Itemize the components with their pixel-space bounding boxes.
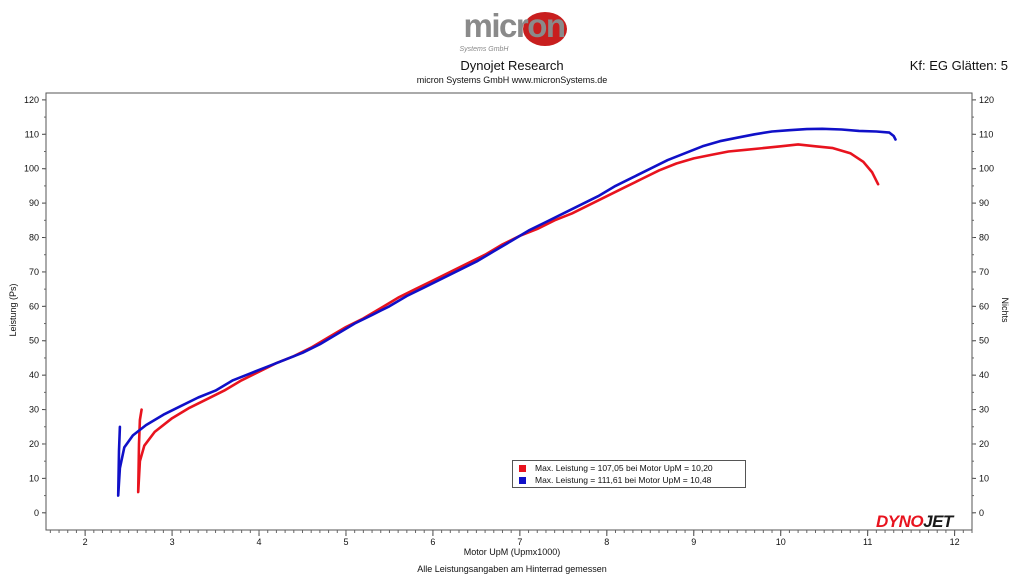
micron-logo-icon: micron Systems GmbH: [459, 7, 567, 53]
y-tick-label-right: 70: [979, 267, 989, 277]
x-axis-label: Motor UpM (Upmx1000): [463, 547, 561, 557]
series-line-1: [136, 143, 880, 494]
y-tick-label-right: 120: [979, 95, 994, 105]
legend-text-run1: Max. Leistung = 107,05 bei Motor UpM = 1…: [535, 463, 713, 473]
y-tick-label: 90: [29, 198, 39, 208]
y-tick-label-right: 10: [979, 473, 989, 483]
legend-entry-run2: Max. Leistung = 111,61 bei Motor UpM = 1…: [513, 474, 745, 486]
y-tick-label: 60: [29, 301, 39, 311]
x-tick-label: 8: [604, 537, 609, 547]
legend-entry-run1: Max. Leistung = 107,05 bei Motor UpM = 1…: [513, 462, 745, 474]
legend-swatch-blue: [519, 476, 526, 484]
dynojet-logo-part2: JET: [923, 512, 953, 531]
y-tick-label: 20: [29, 439, 39, 449]
chart-legend: Max. Leistung = 107,05 bei Motor UpM = 1…: [512, 460, 746, 488]
y-tick-label: 110: [25, 129, 39, 139]
series-line-2: [116, 127, 897, 497]
footnote: Alle Leistungsangaben am Hinterrad gemes…: [417, 564, 607, 574]
y-tick-label-right: 100: [979, 164, 994, 174]
legend-text-run2: Max. Leistung = 111,61 bei Motor UpM = 1…: [535, 475, 712, 485]
y-tick-label: 30: [29, 405, 39, 415]
y-tick-label: 100: [24, 164, 39, 174]
x-tick-label: 11: [863, 537, 872, 547]
svg-text:micron: micron: [463, 7, 564, 44]
chart-subtitle: micron Systems GmbH www.micronSystems.de: [416, 75, 608, 85]
dynojet-logo-part1: DYNO: [876, 512, 924, 531]
plot-frame: [45, 92, 973, 531]
y-tick-label: 80: [29, 233, 39, 243]
y-tick-label-right: 0: [979, 508, 984, 518]
y-tick-label-right: 90: [979, 198, 989, 208]
x-tick-label: 7: [517, 537, 522, 547]
y-tick-label-right: 50: [979, 336, 989, 346]
y-tick-label: 120: [24, 95, 39, 105]
x-tick-label: 2: [83, 537, 88, 547]
y-tick-label: 40: [29, 370, 39, 380]
series-layer: [116, 127, 897, 497]
x-tick-label: 3: [170, 537, 175, 547]
y-tick-label-right: 110: [979, 129, 993, 139]
y-tick-label-right: 20: [979, 439, 989, 449]
y-tick-label-right: 30: [979, 405, 989, 415]
svg-text:Systems GmbH: Systems GmbH: [459, 46, 509, 53]
x-tick-label: 4: [257, 537, 262, 547]
y-tick-label: 0: [34, 508, 39, 518]
x-tick-label: 12: [950, 537, 960, 547]
y-tick-label-right: 80: [979, 233, 989, 243]
y-tick-label: 70: [29, 267, 39, 277]
y-axis-label: Leistung (Ps): [8, 283, 18, 337]
filter-label: Kf: EG Glätten: 5: [909, 58, 1008, 73]
x-tick-label: 10: [776, 537, 786, 547]
y-tick-label-right: 60: [979, 301, 989, 311]
y-axis-label-right: Nichts: [1000, 297, 1010, 323]
x-tick-label: 9: [691, 537, 696, 547]
legend-swatch-red: [519, 464, 526, 472]
y-tick-label: 50: [29, 336, 39, 346]
y-tick-label: 10: [29, 473, 39, 483]
y-tick-label-right: 40: [979, 370, 989, 380]
x-tick-label: 5: [343, 537, 348, 547]
chart-title: Dynojet Research: [460, 58, 564, 73]
dynojet-logo: DYNOJET: [876, 512, 953, 532]
x-tick-label: 6: [430, 537, 435, 547]
axes-layer: 0 0 10 10 20 20 30 30 40 40 50 50 60 60 70 70 80 80 90 90 10…: [24, 92, 994, 547]
micron-logo: micron Systems GmbH: [446, 6, 582, 56]
